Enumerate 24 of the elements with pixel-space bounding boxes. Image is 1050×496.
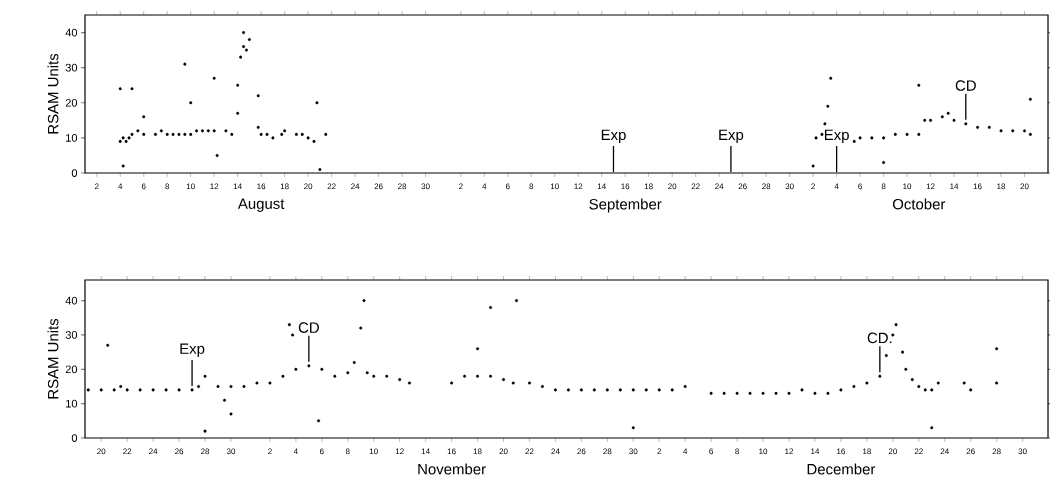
ref-line-label: Exp xyxy=(180,343,205,357)
ref-line-label: CD xyxy=(955,80,976,91)
y-tick-label: 20 xyxy=(65,98,78,107)
ref-line-label: Exp xyxy=(601,129,626,144)
y-tick-label: 40 xyxy=(65,296,78,305)
y-tick-label: 0 xyxy=(71,169,78,177)
ref-line-label: Exp xyxy=(719,129,744,144)
y-tick-label: 20 xyxy=(65,365,78,374)
y-tick-label: 0 xyxy=(71,434,78,442)
text: September xyxy=(589,198,662,213)
text: December xyxy=(807,463,876,475)
ref-line-label: Exp xyxy=(824,129,849,144)
y-axis-title: RSAM Units xyxy=(47,318,59,399)
text: October xyxy=(892,198,946,210)
y-tick-label: 10 xyxy=(66,399,78,408)
text: November xyxy=(418,463,486,475)
y-tick-label: 30 xyxy=(65,63,78,72)
ref-line-label: CD xyxy=(298,322,319,333)
y-tick-label: 10 xyxy=(66,134,78,142)
y-tick-label: 40 xyxy=(65,28,78,37)
ref-line-label: CD. xyxy=(867,332,892,344)
y-axis-title: RSAM Units xyxy=(47,53,59,134)
y-tick-label: 30 xyxy=(65,331,78,339)
text: August xyxy=(237,198,285,212)
